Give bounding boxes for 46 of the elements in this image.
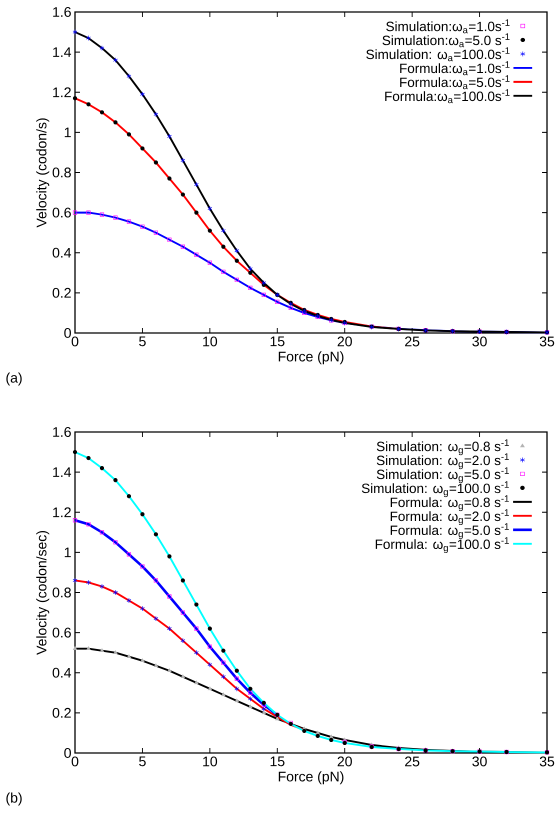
legend-label: Simulation:ω$_{a}$=1.0s$^{-1}$ [386, 19, 510, 34]
x-tick-label: 0 [72, 756, 78, 766]
y-tick-label: 1.6 [53, 7, 71, 17]
x-axis-title: Force (pN) [278, 351, 344, 364]
x-tick-label: 35 [540, 336, 554, 346]
y-tick-label: 0 [64, 748, 71, 758]
y-tick-label: 1.6 [53, 427, 71, 437]
x-tick-label: 5 [139, 756, 146, 766]
x-tick-label: 20 [338, 336, 352, 346]
x-tick-label: 0 [72, 336, 78, 346]
y-tick-label: 0.2 [52, 288, 71, 298]
legend-label: Simulation:ω$_{a}$=5.0 s$^{-1}$ [382, 33, 510, 48]
text: (b) [6, 792, 22, 806]
y-tick-label: 0.4 [52, 248, 72, 258]
x-tick-label: 35 [540, 756, 554, 766]
y-tick-label: 0.8 [52, 168, 71, 178]
legend-label: Formula:ω$_{a}$=100.0s$^{-1}$ [385, 89, 510, 104]
text: (a) [6, 372, 22, 386]
legend-label: Formula:ω$_{a}$=1.0s$^{-1}$ [400, 61, 510, 76]
x-tick-label: 10 [203, 756, 218, 766]
x-tick-label: 15 [270, 336, 284, 346]
y-tick-label: 1 [64, 548, 71, 558]
y-tick-label: 1.2 [53, 507, 71, 518]
x-tick-label: 20 [338, 756, 352, 766]
x-tick-label: 15 [270, 756, 284, 766]
x-tick-label: 30 [472, 336, 487, 346]
x-tick-label: 25 [405, 756, 420, 766]
y-axis-title: Velocity (codon/sec) [36, 530, 50, 655]
x-tick-label: 10 [203, 336, 218, 346]
y-tick-label: 0 [64, 328, 71, 338]
x-tick-label: 25 [405, 336, 420, 346]
y-tick-label: 1.2 [53, 87, 71, 98]
x-axis-title: Force (pN) [278, 771, 344, 784]
y-tick-label: 0.6 [52, 628, 71, 638]
y-tick-label: 1.4 [53, 467, 72, 477]
legend-label: Formula:ω$_{a}$=5.0s$^{-1}$ [400, 75, 510, 90]
y-tick-label: 0.8 [52, 588, 71, 598]
x-tick-label: 30 [472, 756, 487, 766]
y-axis-title: Velocity (codon/s) [36, 118, 50, 228]
legend-label: Simulation: ω$_{a}$=100.0s$^{-1}$ [366, 47, 510, 62]
y-tick-label: 1.4 [53, 47, 72, 57]
y-tick-label: 0.4 [52, 668, 72, 678]
y-tick-label: 1 [64, 128, 71, 138]
y-tick-label: 0.6 [52, 208, 71, 218]
y-tick-label: 0.2 [52, 708, 71, 718]
x-tick-label: 5 [139, 336, 146, 346]
